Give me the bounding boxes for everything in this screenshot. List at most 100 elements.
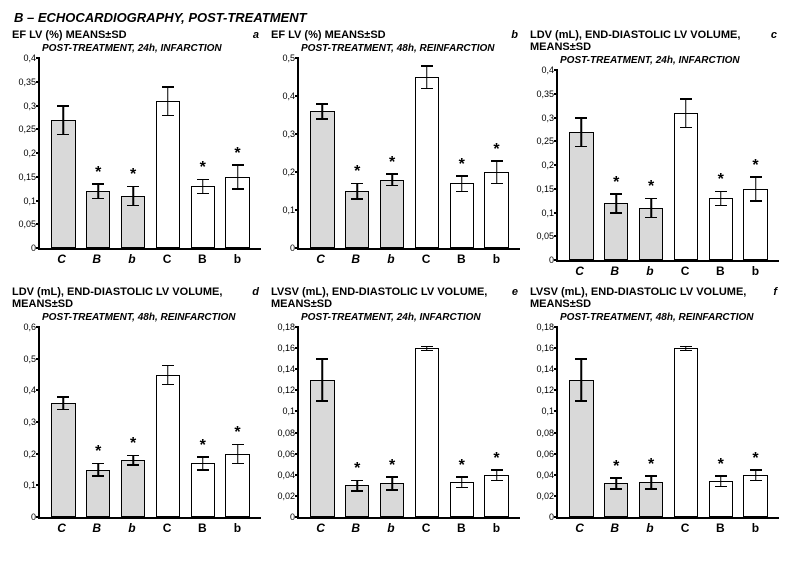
- chart-area: 00,10,20,30,40,50,6****: [38, 327, 261, 519]
- significance-star: *: [752, 450, 758, 468]
- y-tick-label: 0,2: [12, 449, 36, 459]
- y-tick-label: 0: [12, 512, 36, 522]
- x-axis-labels: CBbCBb: [297, 250, 520, 266]
- significance-star: *: [95, 164, 101, 182]
- x-axis-labels: CBbCBb: [38, 519, 261, 535]
- x-axis-labels: CBbCBb: [38, 250, 261, 266]
- panel-b: EF LV (%) MEANS±SDbPOST-TREATMENT, 48h, …: [269, 29, 524, 278]
- y-tick-label: 0,4: [12, 53, 36, 63]
- panel-subtitle: POST-TREATMENT, 48h, REINFARCTION: [560, 312, 783, 323]
- bar: *: [479, 58, 514, 248]
- x-axis-labels: CBbCBb: [556, 519, 779, 535]
- y-tick-label: 0,12: [530, 385, 554, 395]
- y-tick-label: 0,1: [530, 208, 554, 218]
- x-label: B: [79, 252, 114, 266]
- bar: [409, 58, 444, 248]
- bar: *: [340, 327, 375, 517]
- x-label: B: [338, 521, 373, 535]
- bar: *: [185, 58, 220, 248]
- bar: *: [81, 327, 116, 517]
- panel-subtitle: POST-TREATMENT, 24h, INFARCTION: [301, 312, 524, 323]
- panel-subtitle: POST-TREATMENT, 24h, INFARCTION: [42, 43, 265, 54]
- chart-area: 00,020,040,060,080,10,120,140,160,18****: [297, 327, 520, 519]
- significance-star: *: [493, 450, 499, 468]
- x-label: B: [444, 521, 479, 535]
- y-tick-label: 0,1: [271, 406, 295, 416]
- y-tick-label: 0,08: [530, 428, 554, 438]
- bar: *: [738, 70, 773, 260]
- significance-star: *: [234, 424, 240, 442]
- y-tick-label: 0,5: [271, 53, 295, 63]
- chart-area: 00,050,10,150,20,250,30,350,4****: [556, 70, 779, 262]
- y-tick-label: 0,16: [271, 343, 295, 353]
- y-tick-label: 0: [530, 512, 554, 522]
- bar: *: [375, 327, 410, 517]
- y-tick-label: 0: [530, 255, 554, 265]
- chart-area: 00,10,20,30,40,5****: [297, 58, 520, 250]
- x-label: C: [409, 521, 444, 535]
- x-label: C: [562, 521, 597, 535]
- bar: *: [81, 58, 116, 248]
- panel-title: LDV (mL), END-DIASTOLIC LV VOLUME, MEANS…: [530, 29, 783, 53]
- x-label: b: [220, 521, 255, 535]
- y-tick-label: 0,4: [530, 65, 554, 75]
- bar: [46, 327, 81, 517]
- panel-title: LVSV (mL), END-DIASTOLIC LV VOLUME, MEAN…: [271, 286, 524, 310]
- x-label: b: [479, 521, 514, 535]
- y-tick-label: 0,06: [271, 449, 295, 459]
- y-tick-label: 0,18: [271, 322, 295, 332]
- x-axis-labels: CBbCBb: [556, 262, 779, 278]
- bar: *: [634, 70, 669, 260]
- chart-grid: EF LV (%) MEANS±SDaPOST-TREATMENT, 24h, …: [10, 29, 783, 535]
- significance-star: *: [613, 458, 619, 476]
- x-label: B: [185, 252, 220, 266]
- bar: [409, 327, 444, 517]
- x-label: B: [703, 521, 738, 535]
- bar: [305, 58, 340, 248]
- bar: [150, 58, 185, 248]
- panel-title: LDV (mL), END-DIASTOLIC LV VOLUME, MEANS…: [12, 286, 265, 310]
- bar: *: [703, 327, 738, 517]
- bar: *: [375, 58, 410, 248]
- significance-star: *: [234, 145, 240, 163]
- y-tick-label: 0,25: [12, 124, 36, 134]
- y-tick-label: 0: [271, 512, 295, 522]
- x-label: C: [409, 252, 444, 266]
- bar: [564, 70, 599, 260]
- x-label: b: [373, 521, 408, 535]
- x-label: C: [303, 521, 338, 535]
- bar: [46, 58, 81, 248]
- x-label: B: [185, 521, 220, 535]
- y-tick-label: 0,5: [12, 354, 36, 364]
- y-tick-label: 0,12: [271, 385, 295, 395]
- y-tick-label: 0,4: [12, 385, 36, 395]
- y-tick-label: 0,2: [271, 167, 295, 177]
- y-tick-label: 0,02: [271, 491, 295, 501]
- x-label: B: [338, 252, 373, 266]
- chart-area: 00,020,040,060,080,10,120,140,160,18****: [556, 327, 779, 519]
- significance-star: *: [389, 457, 395, 475]
- y-tick-label: 0,08: [271, 428, 295, 438]
- y-tick-label: 0,1: [530, 406, 554, 416]
- y-tick-label: 0,04: [530, 470, 554, 480]
- y-tick-label: 0,3: [12, 101, 36, 111]
- y-tick-label: 0,3: [12, 417, 36, 427]
- bar: [150, 327, 185, 517]
- y-tick-label: 0,15: [530, 184, 554, 194]
- x-label: b: [479, 252, 514, 266]
- y-tick-label: 0,05: [530, 231, 554, 241]
- x-label: b: [632, 521, 667, 535]
- significance-star: *: [648, 178, 654, 196]
- significance-star: *: [354, 460, 360, 478]
- y-tick-label: 0,1: [12, 480, 36, 490]
- y-tick-label: 0,4: [271, 91, 295, 101]
- y-tick-label: 0,2: [530, 160, 554, 170]
- panel-e: LVSV (mL), END-DIASTOLIC LV VOLUME, MEAN…: [269, 286, 524, 535]
- bar: *: [444, 327, 479, 517]
- significance-star: *: [459, 457, 465, 475]
- panel-subtitle: POST-TREATMENT, 48h, REINFARCTION: [42, 312, 265, 323]
- y-tick-label: 0,18: [530, 322, 554, 332]
- significance-star: *: [752, 157, 758, 175]
- bar: [668, 327, 703, 517]
- y-tick-label: 0,35: [12, 77, 36, 87]
